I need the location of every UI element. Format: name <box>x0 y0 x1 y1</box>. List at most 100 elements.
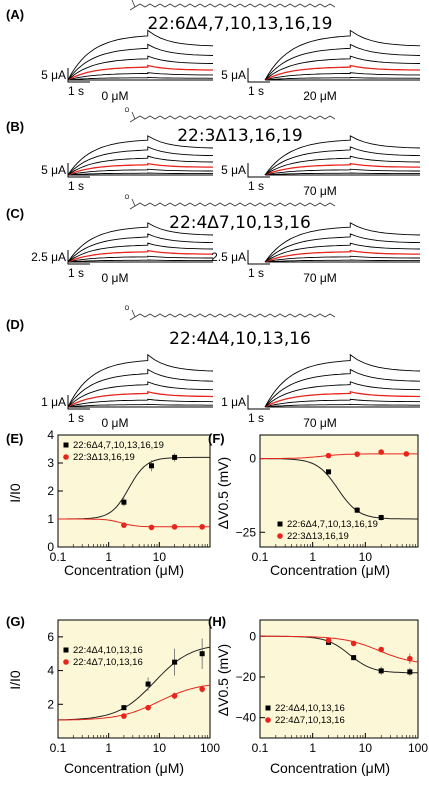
trace <box>264 353 421 408</box>
trace <box>264 255 420 263</box>
trace <box>67 72 213 81</box>
trace <box>67 29 214 81</box>
lipid-name: 22:3Δ13,16,19 <box>177 126 303 146</box>
data-point-circle <box>403 451 410 457</box>
carbon-chain <box>134 313 336 318</box>
data-point-circle <box>378 449 384 455</box>
trace <box>264 172 420 176</box>
amplitude-scale-label: 1 μA <box>41 395 66 409</box>
legend-marker-circle <box>63 659 69 665</box>
data-point-circle <box>378 646 384 653</box>
x-axis-label: Concentration (μM) <box>270 760 390 776</box>
x-tick-label: 10 <box>153 550 167 564</box>
trace <box>264 72 420 81</box>
data-point-square <box>121 705 127 711</box>
x-tick-label: 1 <box>105 741 112 755</box>
carboxyl-group <box>129 309 136 321</box>
trace <box>67 146 214 176</box>
x-axis-label: Concentration (μM) <box>64 760 184 776</box>
data-point-square <box>172 659 178 665</box>
time-scale-label: 1 s <box>68 84 84 98</box>
lipid-name: 22:4Δ7,10,13,16 <box>169 213 311 233</box>
oxygen-label: O <box>125 108 130 114</box>
data-point-circle <box>325 452 332 459</box>
x-tick-label: 100 <box>200 741 220 755</box>
x-tick-label: 1 <box>105 550 112 564</box>
current-traces-2-left <box>67 222 214 263</box>
time-scale-label: 1 s <box>68 266 84 280</box>
trace <box>67 172 213 176</box>
fatty-acid-structure-0 <box>129 0 336 11</box>
y-tick-label: 0 <box>249 629 256 643</box>
amplitude-scale-label: 5 μA <box>221 163 246 177</box>
scale-bar-0-left <box>67 68 90 83</box>
legend-marker-square <box>277 521 283 527</box>
trace <box>264 381 421 408</box>
legend-marker-circle <box>63 454 69 460</box>
concentration-label-left: 0 μM <box>102 416 129 430</box>
trace-red <box>264 162 420 176</box>
x-tick-label: 1 <box>309 550 316 564</box>
trace <box>264 242 421 263</box>
y-tick-label: 0 <box>249 452 256 466</box>
y-tick-label: 4 <box>47 428 54 442</box>
lipid-name: 22:4Δ4,10,13,16 <box>169 329 311 349</box>
legend-marker-square <box>63 442 69 448</box>
time-scale-label: 1 s <box>248 179 264 193</box>
y-tick-label: 4 <box>47 664 54 678</box>
current-traces-3-left <box>67 353 214 408</box>
y-tick-label: 6 <box>47 630 54 644</box>
scale-bar-1-left <box>67 163 90 178</box>
legend-entry: 22:6Δ4,7,10,13,16,19 <box>287 519 378 530</box>
trace-red <box>264 249 420 263</box>
fit-curve-red <box>260 453 418 460</box>
time-scale-label: 1 s <box>248 266 264 280</box>
y-axis-label: ΔV0.5 (mV) <box>215 457 231 529</box>
data-point-square <box>354 507 360 513</box>
trace <box>67 55 214 81</box>
data-point-circle <box>354 451 360 457</box>
fatty-acid-structure-2 <box>129 198 336 210</box>
data-point-circle <box>350 640 357 647</box>
amplitude-scale-label: 5 μA <box>221 68 246 82</box>
concentration-label-left: 0 μM <box>102 271 129 285</box>
x-axis-label: Concentration (μM) <box>64 562 184 578</box>
oxygen-label: O <box>125 306 130 312</box>
trace <box>264 233 421 263</box>
trace <box>264 77 421 81</box>
fit-curve-black <box>57 646 211 721</box>
concentration-label-right: 70 μM <box>303 184 337 198</box>
data-point-circle <box>199 686 205 692</box>
x-tick-label: 0.1 <box>252 550 269 564</box>
trace <box>264 168 420 176</box>
current-traces-2-right <box>264 222 421 263</box>
data-point-square <box>148 463 154 469</box>
data-point-square <box>378 515 384 521</box>
data-point-circle <box>145 704 151 711</box>
concentration-label-left: 0 μM <box>102 89 129 103</box>
trace <box>67 255 213 263</box>
panel-label-a: (A) <box>6 7 24 22</box>
data-point-circle <box>148 524 155 531</box>
amplitude-scale-label: 2.5 μA <box>211 250 246 264</box>
trace-red <box>264 64 420 81</box>
time-scale-label: 1 s <box>248 411 264 425</box>
trace <box>67 403 213 408</box>
y-tick-label: −20 <box>236 670 257 684</box>
panel-label-h: (H) <box>208 614 226 629</box>
scale-bar-3-left <box>67 395 90 410</box>
legend-entry: 22:4Δ4,10,13,16 <box>275 703 345 714</box>
trace <box>67 381 214 408</box>
current-traces-0-left <box>67 29 214 81</box>
legend-entry: 22:6Δ4,7,10,13,16,19 <box>73 440 164 451</box>
trace-red <box>67 162 213 176</box>
panel-label-g: (G) <box>6 614 25 629</box>
legend-entry: 22:4Δ7,10,13,16 <box>275 715 345 726</box>
current-traces-1-left <box>67 135 214 176</box>
data-point-circle <box>121 713 127 719</box>
data-point-circle <box>171 693 178 699</box>
plot-area <box>57 434 211 548</box>
legend-marker-square <box>265 705 271 711</box>
scale-bar-0-right <box>247 68 270 83</box>
